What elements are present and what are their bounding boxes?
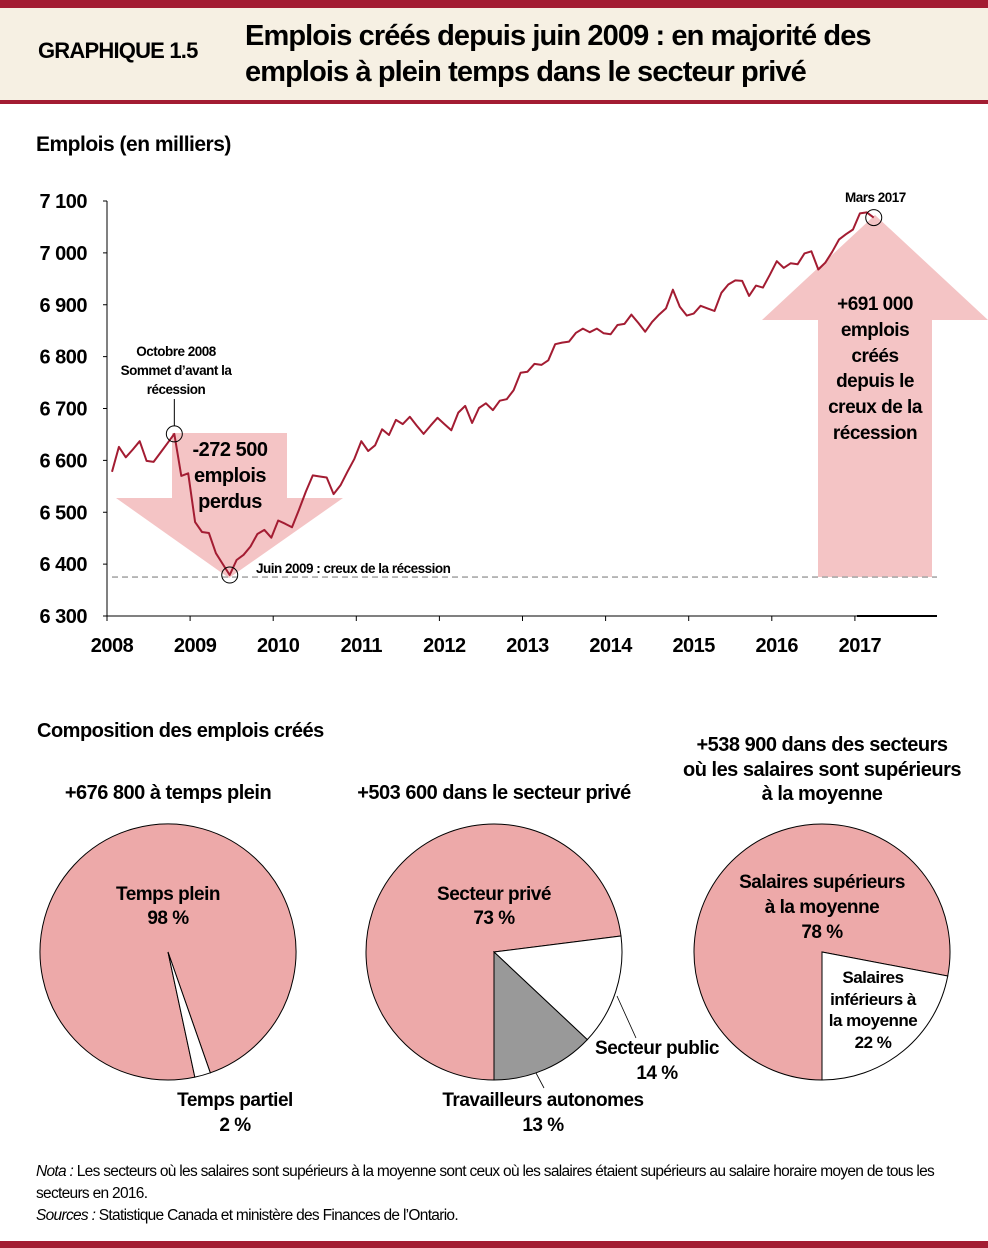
slice-public — [492, 935, 623, 1041]
slice-label: Salaires supérieurs — [739, 872, 905, 893]
slice-value: 13 % — [522, 1115, 564, 1136]
job-loss-label-line: -272 500 — [192, 439, 268, 461]
slice-part-time — [167, 951, 211, 1078]
pie1-slice-label-full-time: Temps plein 98 % — [86, 883, 250, 931]
slice-label: Salaires — [842, 968, 904, 987]
figure-title: Emplois créés depuis juin 2009 : en majo… — [245, 18, 965, 90]
pie2-slice-label-private: Secteur privé 73 % — [412, 883, 576, 931]
y-tick-label: 6 600 — [39, 450, 87, 472]
line-chart-title: Emplois (en milliers) — [36, 133, 231, 156]
sources-text: Statistique Canada et ministère des Fina… — [95, 1207, 459, 1224]
job-gain-label-line: creux de la — [828, 397, 922, 419]
y-tick-label: 6 700 — [39, 399, 87, 421]
slice-value: 22 % — [854, 1032, 892, 1052]
x-tick-label: 2010 — [257, 635, 300, 657]
pie1-slice-label-part-time: Temps partiel 2 % — [160, 1088, 310, 1138]
y-tick-label: 7 000 — [39, 243, 87, 265]
self-employed-leader-line — [535, 1072, 545, 1089]
pie2-slice-label-self-employed: Travailleurs autonomes 13 % — [430, 1088, 656, 1138]
y-tick-label: 6 800 — [39, 347, 87, 369]
job-gain-label-line: +691 000 — [837, 294, 913, 315]
x-tick-label: 2013 — [506, 635, 549, 657]
x-tick-label: 2012 — [423, 635, 466, 657]
job-loss-arrow — [116, 433, 343, 578]
x-tick-label: 2011 — [341, 635, 383, 657]
composition-title: Composition des emplois créés — [37, 720, 324, 742]
note-label: Nota : — [36, 1163, 74, 1180]
x-tick-label: 2017 — [839, 635, 882, 657]
x-tick-label: 2015 — [672, 635, 715, 657]
slice-value: 98 % — [147, 908, 189, 929]
slice-label: la moyenne — [828, 1011, 918, 1030]
job-gain-label-line: récession — [832, 422, 918, 444]
employment-series-line — [111, 211, 875, 576]
slice-value: 14 % — [636, 1063, 678, 1084]
job-loss-label-line: perdus — [198, 491, 262, 513]
job-gain-label-line: créés — [851, 345, 899, 367]
header-rule — [0, 100, 988, 104]
slice-label: Travailleurs autonomes — [442, 1090, 644, 1111]
pie3-title: +538 900 dans des secteurs où les salair… — [660, 733, 984, 807]
footnote: Nota : Les secteurs où les salaires sont… — [36, 1161, 936, 1227]
x-tick-label: 2014 — [589, 635, 633, 657]
trough-annotation: Juin 2009 : creux de la récession — [256, 561, 451, 576]
peak-marker-circle — [165, 425, 183, 443]
y-tick-label: 6 500 — [39, 502, 87, 524]
peak-annotation: Octobre 2008 Sommet d’avant la récession — [96, 342, 256, 399]
job-gain-label-line: depuis le — [836, 371, 914, 393]
job-gain-label: +691 000 emplois créés depuis le creux d… — [815, 292, 935, 447]
latest-marker-circle — [865, 209, 883, 227]
note-text: Les secteurs où les salaires sont supéri… — [36, 1163, 935, 1202]
slice-value: 78 % — [801, 922, 843, 943]
pie3-title-line: +538 900 dans des secteurs — [696, 734, 948, 756]
peak-annotation-line: Sommet d’avant la — [120, 363, 232, 378]
x-tick-label: 2008 — [91, 635, 134, 657]
sources-label: Sources : — [36, 1207, 96, 1224]
y-tick-label: 6 400 — [39, 554, 87, 576]
y-tick-label: 7 100 — [39, 191, 87, 213]
pie2-slice-label-public: Secteur public 14 % — [586, 1036, 728, 1086]
bottom-rule — [0, 1241, 988, 1248]
slice-value: 2 % — [219, 1115, 251, 1136]
figure-title-line1: Emplois créés depuis juin 2009 : en majo… — [245, 20, 872, 52]
sources-line: Sources : Statistique Canada et ministèr… — [36, 1205, 936, 1227]
job-gain-arrow — [762, 215, 988, 577]
pie3-slice-label-below-average: Salaires inférieurs à la moyenne 22 % — [818, 967, 928, 1053]
y-tick-label: 6 300 — [39, 606, 87, 628]
figure-label: GRAPHIQUE 1.5 — [38, 38, 198, 63]
pie1-title: +676 800 à temps plein — [64, 782, 272, 804]
slice-value: 73 % — [473, 908, 515, 929]
slice-label: inférieurs à — [830, 989, 916, 1009]
slice-below-average — [821, 951, 949, 1081]
public-leader-line — [616, 995, 637, 1039]
slice-self-employed — [493, 950, 589, 1081]
slice-label: Temps partiel — [177, 1090, 293, 1111]
top-rule — [0, 0, 988, 8]
trough-marker-circle — [221, 566, 239, 584]
slice-label: Temps plein — [116, 884, 220, 905]
pie3-title-line: où les salaires sont supérieurs — [683, 758, 961, 781]
y-tick-label: 6 900 — [39, 295, 87, 317]
slice-label: à la moyenne — [764, 897, 880, 918]
pie3-title-line: à la moyenne — [761, 783, 883, 805]
slice-label: Secteur privé — [437, 884, 551, 905]
peak-annotation-line: Octobre 2008 — [136, 344, 216, 359]
header-band — [0, 8, 988, 100]
pie2-title: +503 600 dans le secteur privé — [357, 782, 631, 804]
peak-annotation-line: récession — [146, 382, 206, 397]
x-tick-label: 2009 — [174, 635, 217, 657]
job-loss-label-line: emplois — [193, 465, 267, 487]
job-gain-label-line: emplois — [840, 319, 910, 341]
slice-label: Secteur public — [595, 1038, 719, 1059]
latest-annotation: Mars 2017 — [845, 190, 906, 205]
pie3-slice-label-above-average: Salaires supérieurs à la moyenne 78 % — [722, 870, 922, 945]
x-tick-label: 2016 — [756, 635, 799, 657]
figure-title-line2: emplois à plein temps dans le secteur pr… — [245, 56, 807, 88]
job-loss-label: -272 500 emplois perdus — [165, 437, 295, 515]
note-line: Nota : Les secteurs où les salaires sont… — [36, 1161, 936, 1205]
